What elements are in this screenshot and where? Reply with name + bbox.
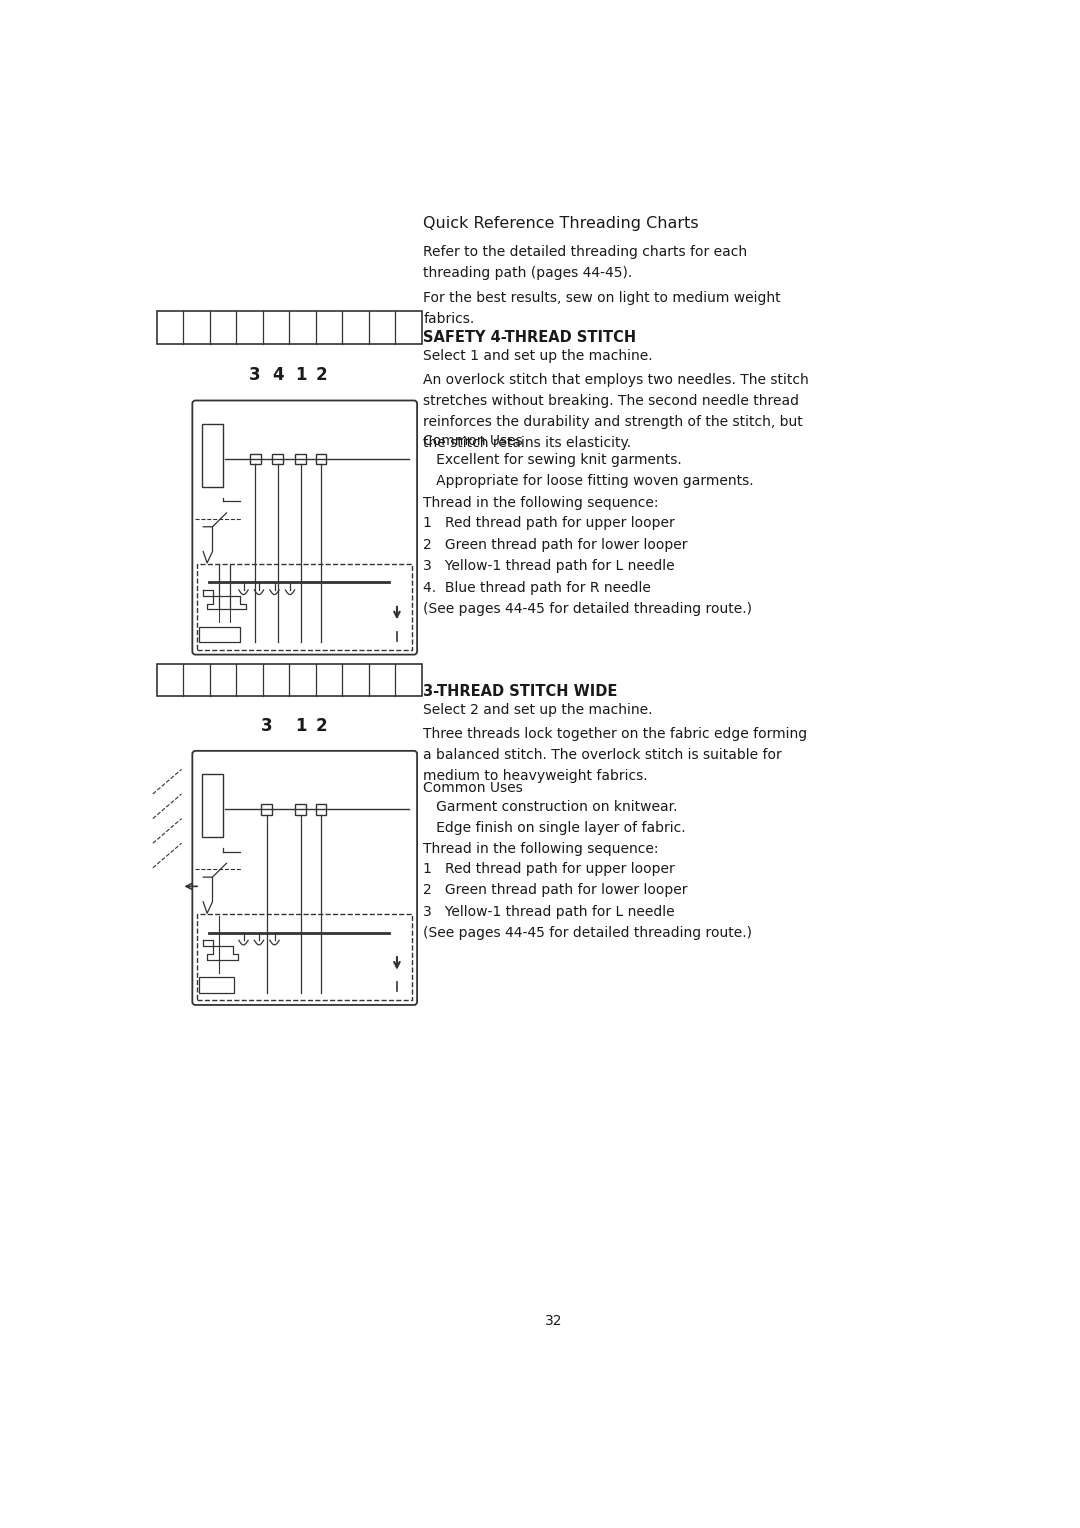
Text: Excellent for sewing knit garments.
   Appropriate for loose fitting woven garme: Excellent for sewing knit garments. Appr…: [423, 452, 754, 487]
Text: 2: 2: [315, 367, 327, 385]
Bar: [200, 626, 240, 642]
Bar: [315, 804, 326, 814]
Text: 1: 1: [295, 367, 307, 385]
Text: 4.  Blue thread path for R needle: 4. Blue thread path for R needle: [423, 581, 651, 594]
Text: 2   Green thread path for lower looper: 2 Green thread path for lower looper: [423, 883, 688, 897]
FancyBboxPatch shape: [192, 400, 417, 654]
Text: 1   Red thread path for upper looper: 1 Red thread path for upper looper: [423, 862, 675, 876]
Bar: [197, 914, 413, 1001]
Text: For the best results, sew on light to medium weight
fabrics.: For the best results, sew on light to me…: [423, 292, 781, 327]
Bar: [296, 454, 307, 465]
Text: 2   Green thread path for lower looper: 2 Green thread path for lower looper: [423, 538, 688, 552]
Text: 3: 3: [261, 717, 272, 735]
Text: Thread in the following sequence:: Thread in the following sequence:: [423, 842, 659, 857]
Text: 3   Yellow-1 thread path for L needle: 3 Yellow-1 thread path for L needle: [423, 559, 675, 573]
Text: 1   Red thread path for upper looper: 1 Red thread path for upper looper: [423, 516, 675, 530]
Text: (See pages 44-45 for detailed threading route.): (See pages 44-45 for detailed threading …: [423, 926, 753, 940]
Text: 2: 2: [315, 717, 327, 735]
Text: Common Uses: Common Uses: [423, 781, 523, 795]
Text: 3: 3: [249, 367, 261, 385]
FancyBboxPatch shape: [192, 750, 417, 1005]
Text: SAFETY 4-THREAD STITCH: SAFETY 4-THREAD STITCH: [423, 330, 636, 345]
Text: Quick Reference Threading Charts: Quick Reference Threading Charts: [423, 217, 699, 231]
Bar: [249, 454, 260, 465]
Text: Thread in the following sequence:: Thread in the following sequence:: [423, 497, 659, 510]
Bar: [202, 775, 224, 837]
Text: 32: 32: [544, 1314, 563, 1328]
Bar: [296, 804, 307, 814]
Bar: [157, 312, 422, 344]
Text: Select 2 and set up the machine.: Select 2 and set up the machine.: [423, 703, 652, 717]
Text: An overlock stitch that employs two needles. The stitch
stretches without breaki: An overlock stitch that employs two need…: [423, 373, 809, 451]
Bar: [157, 663, 422, 697]
Bar: [202, 423, 224, 487]
Text: Garment construction on knitwear.
   Edge finish on single layer of fabric.: Garment construction on knitwear. Edge f…: [423, 801, 686, 836]
Text: 1: 1: [295, 717, 307, 735]
Text: (See pages 44-45 for detailed threading route.): (See pages 44-45 for detailed threading …: [423, 602, 753, 616]
Bar: [272, 454, 283, 465]
Bar: [315, 454, 326, 465]
Bar: [197, 564, 413, 649]
Text: Common Uses: Common Uses: [423, 434, 523, 448]
Text: 3-THREAD STITCH WIDE: 3-THREAD STITCH WIDE: [423, 685, 618, 698]
Text: Three threads lock together on the fabric edge forming
a balanced stitch. The ov: Three threads lock together on the fabri…: [423, 727, 808, 784]
Text: Select 1 and set up the machine.: Select 1 and set up the machine.: [423, 348, 653, 364]
Text: 3   Yellow-1 thread path for L needle: 3 Yellow-1 thread path for L needle: [423, 905, 675, 918]
Bar: [261, 804, 272, 814]
Text: Refer to the detailed threading charts for each
threading path (pages 44-45).: Refer to the detailed threading charts f…: [423, 244, 747, 280]
Bar: [200, 978, 234, 993]
Text: 4: 4: [272, 367, 283, 385]
